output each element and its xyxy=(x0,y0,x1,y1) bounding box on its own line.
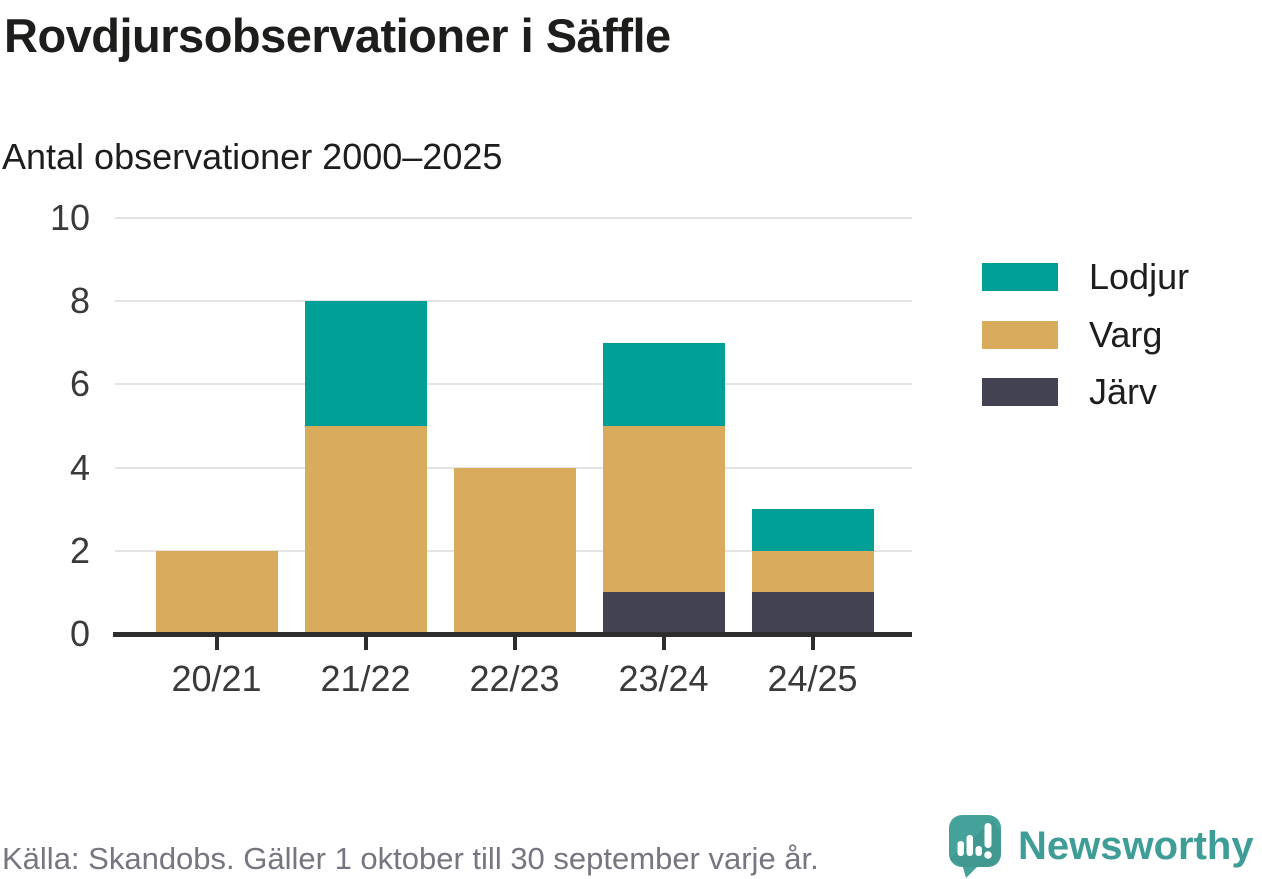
stacked-bar-20/21 xyxy=(155,550,278,634)
legend-item-Lodjur: Lodjur xyxy=(982,256,1189,297)
chart-subtitle: Antal observationer 2000–2025 xyxy=(2,136,503,177)
page-title: Rovdjursobservationer i Säffle xyxy=(4,9,671,62)
gridline-4 xyxy=(115,466,912,469)
x-tick-mark-23/24 xyxy=(661,637,666,650)
y-tick-label-0: 0 xyxy=(69,613,90,654)
legend-item-Järv: Järv xyxy=(982,371,1157,412)
x-tick-mark-24/25 xyxy=(810,637,815,650)
bar-segment-Järv-23/24 xyxy=(602,592,725,634)
gridline-8 xyxy=(115,300,912,303)
x-tick-label-23/24: 23/24 xyxy=(618,658,709,699)
stacked-bar-24/25 xyxy=(751,509,874,634)
x-tick-cell xyxy=(440,637,589,650)
gridline-10 xyxy=(115,217,912,219)
y-tick-label-10: 10 xyxy=(49,197,90,238)
source-note: Källa: Skandobs. Gäller 1 oktober till 3… xyxy=(2,841,819,876)
legend-label-Lodjur: Lodjur xyxy=(1089,256,1190,297)
legend-label-Järv: Järv xyxy=(1089,371,1158,412)
bar-segment-Varg-24/25 xyxy=(751,550,874,593)
stacked-bar-21/22 xyxy=(304,301,427,634)
y-tick-label-8: 8 xyxy=(69,280,90,322)
bar-segment-Varg-23/24 xyxy=(602,426,725,593)
bar-segment-Varg-20/21 xyxy=(155,550,278,634)
newsworthy-logo: Newsworthy xyxy=(948,814,1260,878)
x-axis-labels: 20/21 21/22 22/23 23/24 24/25 xyxy=(142,658,887,700)
x-tick-label-21/22: 21/22 xyxy=(320,658,411,699)
x-tick-mark-22/23 xyxy=(512,637,517,650)
bar-segment-Lodjur-24/25 xyxy=(751,509,874,551)
legend-label-Varg: Varg xyxy=(1089,313,1163,355)
legend-swatch-Järv xyxy=(982,378,1058,406)
x-axis-line xyxy=(113,632,912,637)
bar-group xyxy=(117,218,912,634)
x-tick-label-24/25: 24/25 xyxy=(767,658,858,699)
bar-segment-Lodjur-23/24 xyxy=(602,342,725,427)
bar-segment-Varg-22/23 xyxy=(453,467,576,634)
gridline-6 xyxy=(115,383,912,386)
x-tick-cell xyxy=(142,637,291,650)
stacked-bar-23/24 xyxy=(602,342,725,634)
x-tick-cell xyxy=(291,637,440,650)
x-tick-mark-21/22 xyxy=(363,637,368,650)
x-tick-label-22/23: 22/23 xyxy=(469,658,560,699)
bar-segment-Järv-24/25 xyxy=(751,592,874,634)
bar-segment-Varg-21/22 xyxy=(304,426,427,634)
legend-swatch-Varg xyxy=(982,320,1058,349)
newsworthy-bubble-chart-icon xyxy=(949,815,1001,878)
bar-band-24/25 xyxy=(738,218,887,634)
x-tick-cell xyxy=(738,637,887,650)
y-tick-label-2: 2 xyxy=(69,529,90,571)
y-tick-label-4: 4 xyxy=(69,446,90,488)
legend-item-Varg: Varg xyxy=(982,314,1162,355)
stacked-bar-22/23 xyxy=(453,467,576,634)
bar-band-21/22 xyxy=(291,218,440,634)
x-tick-mark-20/21 xyxy=(214,637,219,650)
bar-segment-Lodjur-21/22 xyxy=(304,301,427,426)
x-axis-ticks xyxy=(142,637,887,650)
x-tick-cell xyxy=(589,637,738,650)
x-tick-label-20/21: 20/21 xyxy=(171,658,262,699)
bar-band-23/24 xyxy=(589,218,738,634)
bar-band-22/23 xyxy=(440,218,589,634)
y-tick-label-6: 6 xyxy=(69,363,90,405)
bar-band-20/21 xyxy=(142,218,291,634)
legend-swatch-Lodjur xyxy=(982,263,1058,291)
brand-name: Newsworthy xyxy=(1018,824,1254,868)
